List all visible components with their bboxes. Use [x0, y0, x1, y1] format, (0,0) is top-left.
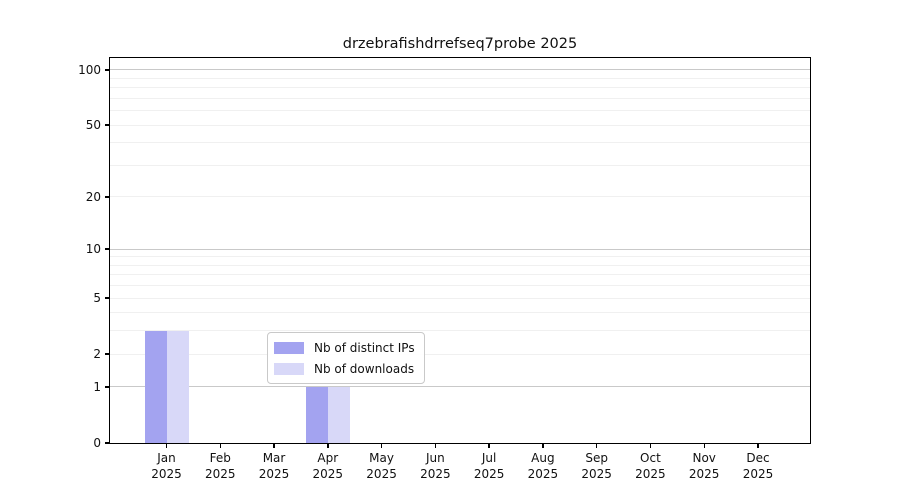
- legend-label: Nb of downloads: [314, 361, 415, 376]
- x-tick-label-month: Jul: [481, 451, 497, 465]
- y-tick-label: 20: [85, 189, 101, 204]
- x-tick-label-month: Nov: [692, 451, 716, 465]
- y-tick: [104, 124, 110, 126]
- x-tick: [327, 443, 329, 448]
- x-tick-label-year: 2025: [420, 466, 451, 481]
- y-tick: [104, 442, 110, 444]
- gridline-minor: [110, 353, 810, 355]
- x-tick: [273, 443, 275, 448]
- x-tick-label-year: 2025: [581, 466, 612, 481]
- gridline-minor: [110, 142, 810, 144]
- x-tick-label-month: Oct: [640, 451, 661, 465]
- y-tick: [104, 386, 110, 388]
- plot-area: [110, 58, 810, 443]
- y-tick-label: 2: [93, 347, 101, 362]
- x-tick-label-month: Apr: [317, 451, 339, 465]
- x-tick-label-month: Sep: [585, 451, 608, 465]
- x-tick-label: Jul 2025: [457, 451, 521, 482]
- gridline-minor: [110, 285, 810, 287]
- y-tick: [104, 196, 110, 198]
- x-tick-label: Sep 2025: [565, 451, 629, 482]
- legend: Nb of distinct IPs Nb of downloads: [267, 332, 425, 384]
- x-tick-label: Aug 2025: [511, 451, 575, 482]
- gridline-major: [110, 386, 810, 388]
- x-tick-label-month: Jan: [157, 451, 176, 465]
- bar: [305, 386, 328, 443]
- legend-label: Nb of distinct IPs: [314, 340, 415, 355]
- y-tick-label: 0: [93, 436, 101, 450]
- x-tick-label-year: 2025: [635, 466, 666, 481]
- x-tick: [703, 443, 705, 448]
- gridline-minor: [110, 87, 810, 89]
- gridline-minor: [110, 264, 810, 266]
- gridline-minor: [110, 164, 810, 166]
- y-tick: [104, 353, 110, 355]
- gridline-minor: [110, 274, 810, 276]
- x-tick: [488, 443, 490, 448]
- x-tick-label: Nov 2025: [672, 451, 736, 482]
- y-tick: [104, 69, 110, 71]
- gridline-minor: [110, 297, 810, 299]
- gridline-minor: [110, 97, 810, 99]
- bar: [166, 330, 189, 443]
- x-tick-label: Mar 2025: [242, 451, 306, 482]
- y-tick-label: 1: [93, 379, 101, 394]
- legend-swatch: [274, 362, 304, 375]
- bar: [144, 330, 167, 443]
- x-tick-label-year: 2025: [204, 466, 236, 481]
- gridline-minor: [110, 124, 810, 126]
- chart-title: drzebrafishdrrefseq7probe 2025: [342, 36, 578, 52]
- x-tick-label: Oct 2025: [618, 451, 682, 482]
- y-tick-label: 100: [78, 62, 101, 77]
- x-tick: [434, 443, 437, 448]
- x-tick: [380, 443, 383, 448]
- x-tick-label-month: Dec: [746, 451, 770, 465]
- y-tick-label: 5: [93, 291, 101, 306]
- x-tick: [165, 443, 168, 448]
- legend-item: Nb of distinct IPs: [274, 339, 415, 356]
- x-tick: [595, 443, 598, 448]
- legend-swatch: [274, 341, 304, 354]
- x-tick-label-month: Jun: [425, 451, 445, 465]
- x-tick-label-month: May: [369, 451, 394, 465]
- y-tick: [104, 297, 110, 299]
- x-tick-label-year: 2025: [473, 466, 505, 481]
- x-tick-label: Apr 2025: [296, 451, 360, 482]
- x-tick: [219, 443, 221, 448]
- gridline-minor: [110, 110, 810, 112]
- x-tick-label-month: Aug: [531, 451, 555, 465]
- gridline-major: [110, 248, 810, 250]
- x-tick-label: May 2025: [350, 451, 414, 482]
- x-tick-label-year: 2025: [527, 466, 559, 481]
- x-tick-label-month: Mar: [262, 451, 286, 465]
- x-tick-label-year: 2025: [742, 466, 774, 481]
- x-tick-label-year: 2025: [312, 466, 344, 481]
- y-tick-label: 10: [85, 242, 101, 257]
- x-tick-label-year: 2025: [151, 466, 182, 481]
- legend-item: Nb of downloads: [274, 360, 415, 377]
- x-tick: [757, 443, 759, 448]
- gridline-minor: [110, 256, 810, 258]
- bar: [327, 386, 350, 443]
- gridline-minor: [110, 196, 810, 198]
- gridline-major: [110, 69, 810, 71]
- x-tick: [649, 443, 652, 448]
- x-tick-label-month: Feb: [209, 451, 231, 465]
- x-tick-label-year: 2025: [688, 466, 720, 481]
- x-tick: [542, 443, 544, 448]
- x-tick-label-year: 2025: [258, 466, 290, 481]
- gridline-minor: [110, 77, 810, 79]
- x-tick-label-year: 2025: [366, 466, 397, 481]
- gridline-minor: [110, 330, 810, 332]
- y-tick-label: 50: [85, 118, 101, 133]
- gridline-minor: [110, 312, 810, 314]
- x-tick-label: Jun 2025: [403, 451, 467, 482]
- x-tick-label: Jan 2025: [135, 451, 199, 482]
- x-tick-label: Feb 2025: [188, 451, 252, 482]
- y-tick: [104, 248, 110, 250]
- x-tick-label: Dec 2025: [726, 451, 790, 482]
